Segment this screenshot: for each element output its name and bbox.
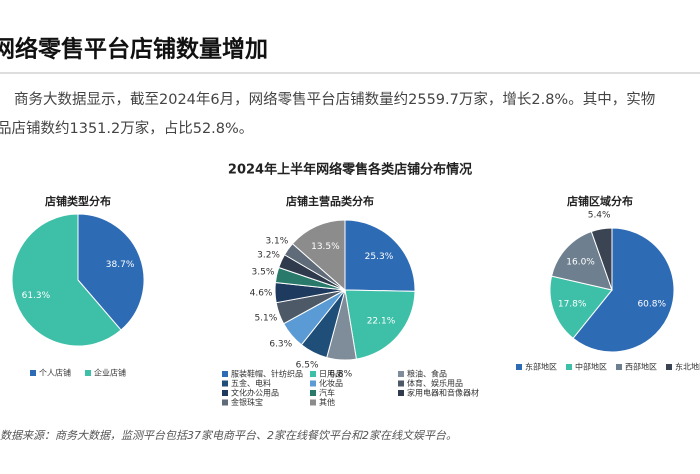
slice-label: 4.6% xyxy=(250,289,273,299)
source-note: 数据来源：商务大数据，监测平台包括37家电商平台、2家在线餐饮平台和2家在线文娱… xyxy=(0,429,457,442)
slice-label: 17.8% xyxy=(558,299,587,309)
legend-label: 金银珠宝 xyxy=(231,397,263,407)
legend-swatch xyxy=(310,371,316,377)
legend-swatch xyxy=(398,371,404,377)
pie-slice xyxy=(549,275,613,339)
legend-swatch xyxy=(222,399,228,406)
legend-label: 其他 xyxy=(319,397,335,407)
pie-slice xyxy=(77,213,145,331)
legend-label: 文化办公用品 xyxy=(231,388,279,398)
legend-swatch xyxy=(310,390,316,396)
slice-label: 13.5% xyxy=(311,242,340,252)
pie-slice xyxy=(11,213,122,347)
pie-title: 店铺类型分布 xyxy=(45,194,111,208)
figure-title: 2024年上半年网络零售各类店铺分布情况 xyxy=(228,162,472,178)
legend-swatch xyxy=(222,371,228,377)
slice-label: 3.5% xyxy=(252,267,275,277)
pie-slice xyxy=(590,227,613,291)
slice-label: 16.0% xyxy=(566,257,595,267)
slice-label: 5.1% xyxy=(254,314,277,324)
slice-label: 6.3% xyxy=(269,340,292,350)
pie-title: 店铺区域分布 xyxy=(567,194,633,208)
pie-slice xyxy=(550,230,613,291)
legend-label: 五金、电料 xyxy=(231,378,271,388)
pie-slice xyxy=(344,289,416,360)
legend-swatch xyxy=(30,370,36,376)
legend-label: 中部地区 xyxy=(575,362,607,372)
legend-label: 服装鞋帽、针纺织品 xyxy=(231,369,303,379)
slice-label: 3.1% xyxy=(265,236,288,246)
slice-label: 25.3% xyxy=(365,252,394,262)
legend-swatch xyxy=(666,364,672,370)
paragraph-line: 品店铺数约1351.2万家，占比52.8%。 xyxy=(0,120,253,137)
legend-label: 化妆品 xyxy=(319,378,343,388)
slice-label: 6.8% xyxy=(329,369,352,379)
legend-swatch xyxy=(310,399,316,406)
legend-swatch xyxy=(85,370,91,376)
legend-label: 粮油、食品 xyxy=(407,369,447,379)
legend-swatch xyxy=(222,390,228,396)
slice-label: 3.2% xyxy=(257,251,280,261)
legend-swatch xyxy=(222,380,228,387)
legend-label: 家用电器和音像器材 xyxy=(407,388,479,398)
header-title: 网络零售平台店铺数量增加 xyxy=(0,36,268,63)
pie-slice xyxy=(344,219,416,292)
legend-swatch xyxy=(398,390,404,396)
pie-title: 店铺主营品类分布 xyxy=(286,194,374,208)
legend-label: 个人店铺 xyxy=(39,368,71,378)
legend-label: 日用品 xyxy=(319,370,343,379)
legend-label: 东北地区 xyxy=(675,362,700,372)
legend-swatch xyxy=(310,380,316,387)
paragraph-line: 商务大数据显示，截至2024年6月，网络零售平台店铺数量约2559.7万家，增长… xyxy=(14,91,655,108)
legend-label: 企业店铺 xyxy=(94,368,126,378)
slice-label: 60.8% xyxy=(637,300,666,310)
pie-slice xyxy=(572,227,675,353)
pie-slice xyxy=(291,219,346,292)
legend-swatch xyxy=(566,364,572,370)
legend-swatch xyxy=(398,380,404,387)
legend-label: 东部地区 xyxy=(525,362,557,372)
slice-label: 38.7% xyxy=(106,260,135,270)
legend-label: 西部地区 xyxy=(625,362,657,372)
legend-label: 汽车 xyxy=(319,388,335,398)
legend-swatch xyxy=(616,364,622,370)
slice-label: 61.3% xyxy=(22,291,51,301)
legend-label: 体育、娱乐用品 xyxy=(407,378,463,388)
slice-label: 6.5% xyxy=(296,360,319,370)
slice-label: 22.1% xyxy=(367,317,396,327)
legend-swatch xyxy=(516,364,522,370)
slice-label: 5.4% xyxy=(588,211,611,221)
